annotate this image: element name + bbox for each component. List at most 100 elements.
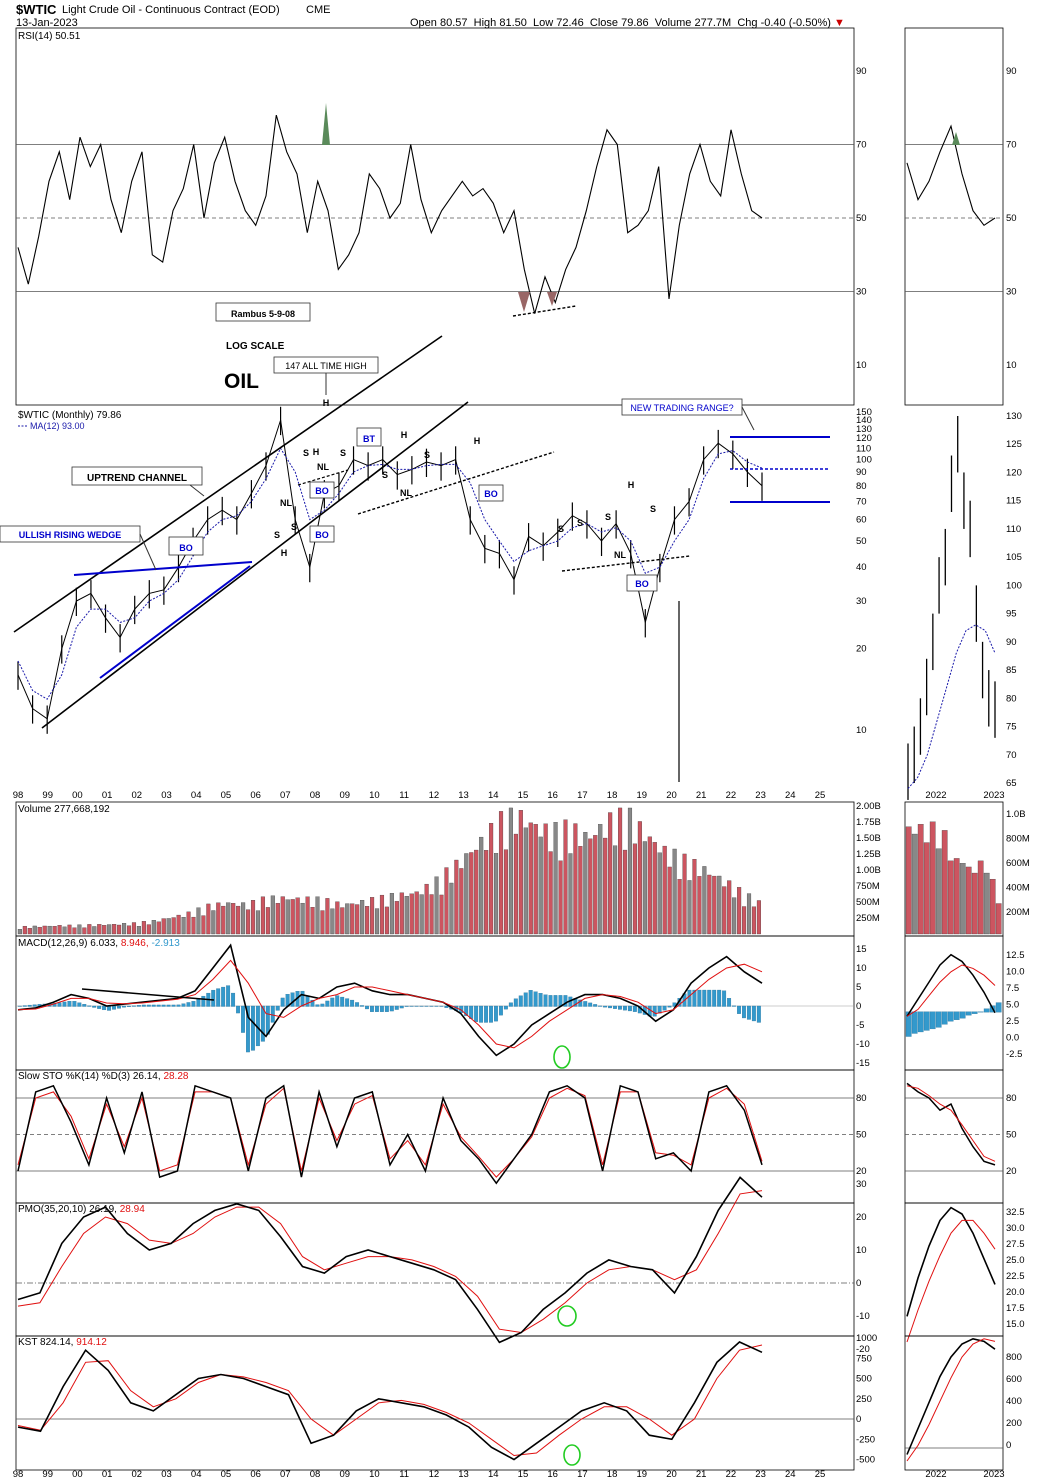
macd-hist-bar — [756, 1005, 761, 1023]
volume-bar — [325, 898, 330, 935]
kst-line — [17, 1341, 763, 1461]
volume-bar — [136, 926, 141, 935]
x-axis-label-bottom: 11 — [399, 1469, 409, 1480]
price-title: $WTIC (Monthly) 79.86 — [18, 410, 122, 421]
x-axis-label-bottom: 98 — [13, 1469, 24, 1480]
sto-k-value: 26.14, — [133, 1071, 164, 1082]
close-label: Close — [589, 17, 619, 29]
macd-hist-bar — [508, 1002, 513, 1007]
macd-hist-bar — [186, 1002, 191, 1007]
macd-hist-bar — [67, 1001, 72, 1007]
macd-inset-hist-bar — [917, 1011, 924, 1033]
volume-inset-bar — [935, 848, 942, 935]
macd-hist-bar — [414, 1005, 419, 1007]
macd-hist-bar — [370, 1005, 374, 1012]
x-axis-label: 02 — [132, 790, 143, 801]
volume-inset-bar — [965, 866, 972, 935]
macd-hist-bar — [102, 1005, 107, 1011]
volume-bar — [32, 925, 37, 935]
volume-bar — [647, 836, 652, 935]
macd-hist-bar — [355, 1002, 360, 1007]
volume-bar — [732, 897, 737, 935]
x-axis-label: 10 — [369, 790, 380, 801]
macd-inset-tick-label: -2.5 — [1006, 1049, 1022, 1060]
kst-tick-label: 1000 — [856, 1333, 877, 1344]
macd-hist-bar — [196, 998, 201, 1007]
volume-inset-bar — [947, 860, 954, 935]
volume-bar — [37, 926, 42, 935]
volume-bar — [310, 907, 315, 935]
x-axis-label-bottom: 10 — [369, 1469, 380, 1480]
macd-hist-bar — [722, 990, 727, 1007]
chg-label: Chg — [737, 17, 758, 29]
macd-hist-bar — [598, 1005, 603, 1007]
volume-bar — [122, 923, 127, 935]
x-axis-label: 09 — [339, 790, 350, 801]
volume-inset-bar — [923, 842, 930, 935]
macd-hist-bar — [662, 1005, 667, 1011]
macd-hist-bar — [697, 989, 702, 1007]
volume-bar — [409, 893, 414, 935]
volume-bar — [414, 891, 419, 935]
inset-price-tick-label: 115 — [1006, 496, 1021, 507]
macd-inset-hist-bar — [971, 1011, 978, 1014]
inset-price-tick-label: 130 — [1006, 411, 1022, 422]
macd-inset-hist-bar — [941, 1011, 948, 1025]
volume-bar — [508, 807, 513, 935]
macd-hist-bar — [146, 1004, 151, 1007]
macd-hist-bar — [236, 1005, 240, 1014]
volume-bar — [97, 924, 102, 935]
inset-price-tick-label: 65 — [1006, 778, 1017, 789]
volume-bar — [141, 921, 146, 935]
price-tick-label: 20 — [856, 644, 867, 655]
macd-hist-bar — [523, 992, 528, 1007]
macd-hist-bar — [241, 1005, 245, 1033]
volume-inset-bar — [977, 860, 984, 935]
volume-value: 277.7M — [694, 17, 732, 29]
macd-hist-bar — [77, 1002, 82, 1007]
macd-inset-hist-bar — [965, 1011, 972, 1016]
volume-bar — [315, 896, 320, 935]
pmo-inset-line — [906, 1206, 996, 1317]
macd-hist-bar — [57, 1002, 62, 1007]
macd-hist-bar — [627, 1005, 632, 1012]
volume-bar — [627, 807, 633, 935]
pmo-inset-tick-label: 22.5 — [1006, 1271, 1025, 1282]
macd-inset-signal-line — [906, 964, 996, 1017]
volume-tick-label: 500M — [856, 897, 880, 908]
macd-hist-bar — [742, 1005, 746, 1019]
volume-bar — [573, 823, 578, 935]
macd-hist-bar — [62, 1001, 67, 1007]
pattern-letter: NL — [400, 488, 412, 498]
macd-hist-bar — [126, 1005, 131, 1007]
instrument-name: Light Crude Oil - Continuous Contract (E… — [62, 4, 280, 16]
volume-bar — [513, 833, 518, 935]
x-axis-label-bottom: 19 — [636, 1469, 647, 1480]
macd-hist-bar — [27, 1004, 32, 1007]
pmo-title: PMO(35,20,10) 26.19, 28.94 — [18, 1204, 145, 1215]
uptrend-channel-lower — [41, 401, 469, 729]
macd-hist-bar — [494, 1005, 498, 1022]
sto-inset-tick-label: 80 — [1006, 1093, 1017, 1104]
macd-hist-bar — [17, 1005, 22, 1007]
symbol-label: $WTIC — [16, 2, 57, 17]
bo-bt-label: BO — [635, 579, 649, 589]
macd-inset-line — [906, 953, 996, 1017]
rsi-tick-label: 30 — [856, 287, 867, 298]
volume-tick-label: 1.75B — [856, 817, 881, 828]
price-tick-label: 100 — [856, 455, 872, 466]
x-axis-label: 05 — [221, 790, 232, 801]
macd-hist-bar — [136, 1005, 141, 1007]
wedge-lower-line — [99, 565, 251, 679]
pmo-tick-label: 10 — [856, 1245, 867, 1256]
volume-bar — [583, 832, 588, 935]
volume-bar — [350, 903, 355, 935]
price-tick-label: 60 — [856, 515, 867, 526]
x-axis-label: 14 — [488, 790, 499, 801]
high-value: 81.50 — [499, 17, 527, 29]
macd-hist-bar — [717, 989, 722, 1007]
x-axis-label-bottom: 20 — [666, 1469, 677, 1480]
volume-bar — [305, 896, 310, 935]
bo-bt-label: BO — [315, 486, 329, 496]
inset-price-tick-label: 95 — [1006, 609, 1017, 620]
